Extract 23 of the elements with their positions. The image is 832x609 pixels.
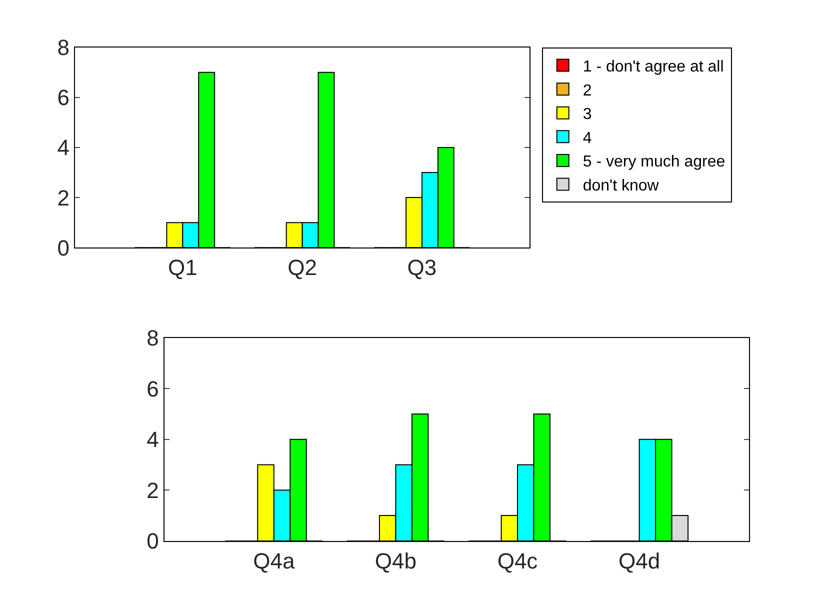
x-tick-label: Q4b bbox=[374, 548, 416, 574]
x-tick-label: Q1 bbox=[168, 255, 198, 280]
y-tick-label: 2 bbox=[57, 185, 70, 210]
y-tick-label: 0 bbox=[146, 528, 159, 554]
x-tick-label: Q3 bbox=[407, 255, 437, 280]
y-tick-label: 4 bbox=[57, 135, 70, 160]
y-tick-label: 8 bbox=[57, 35, 70, 60]
legend-label: 1 - don't agree at all bbox=[582, 58, 724, 76]
x-tick-label: Q4c bbox=[497, 548, 538, 574]
legend-label: don't know bbox=[582, 178, 660, 195]
x-tick-label: Q4a bbox=[253, 548, 296, 574]
y-tick-label: 8 bbox=[146, 326, 159, 351]
legend-label: 2 bbox=[582, 82, 592, 100]
legend-label: 3 bbox=[582, 106, 592, 124]
x-tick-label: Q2 bbox=[288, 255, 317, 280]
y-tick-label: 4 bbox=[146, 427, 159, 452]
y-tick-label: 2 bbox=[146, 478, 159, 503]
x-tick-label: Q4d bbox=[618, 548, 660, 574]
legend-label: 4 bbox=[582, 130, 592, 147]
y-tick-label: 6 bbox=[57, 85, 70, 110]
y-tick-label: 6 bbox=[146, 376, 159, 402]
y-tick-label: 0 bbox=[57, 235, 70, 260]
legend-label: 5 - very much agree bbox=[582, 154, 726, 171]
